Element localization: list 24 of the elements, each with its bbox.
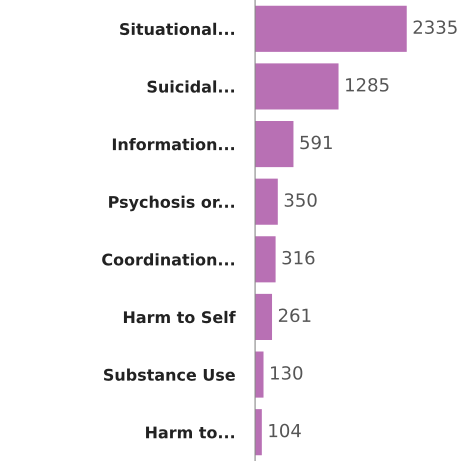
bar xyxy=(255,6,407,52)
bar xyxy=(255,236,276,282)
data-label: 1285 xyxy=(346,78,388,92)
y-tick-label: Harm to Self xyxy=(124,310,236,324)
bar xyxy=(255,121,294,168)
y-tick-label: Situational... xyxy=(120,22,234,36)
y-tick-label: Harm to... xyxy=(146,426,234,438)
bar xyxy=(255,63,339,110)
bar xyxy=(255,409,262,456)
y-tick-label: Coordination... xyxy=(102,253,234,266)
data-label: 104 xyxy=(269,424,301,438)
data-label: 130 xyxy=(271,366,302,380)
data-label: 591 xyxy=(300,136,332,150)
y-tick-label: Information... xyxy=(112,138,234,150)
y-tick-label: Suicidal... xyxy=(148,80,234,93)
bar xyxy=(255,352,264,398)
bar xyxy=(255,294,272,340)
y-tick-label: Psychosis or... xyxy=(109,196,234,212)
data-label: 2335 xyxy=(414,20,457,34)
data-label: 350 xyxy=(284,193,317,207)
bar xyxy=(255,178,278,225)
data-label: 316 xyxy=(282,250,314,265)
y-tick-label: Substance Use xyxy=(104,368,235,381)
data-label: 261 xyxy=(278,308,310,322)
